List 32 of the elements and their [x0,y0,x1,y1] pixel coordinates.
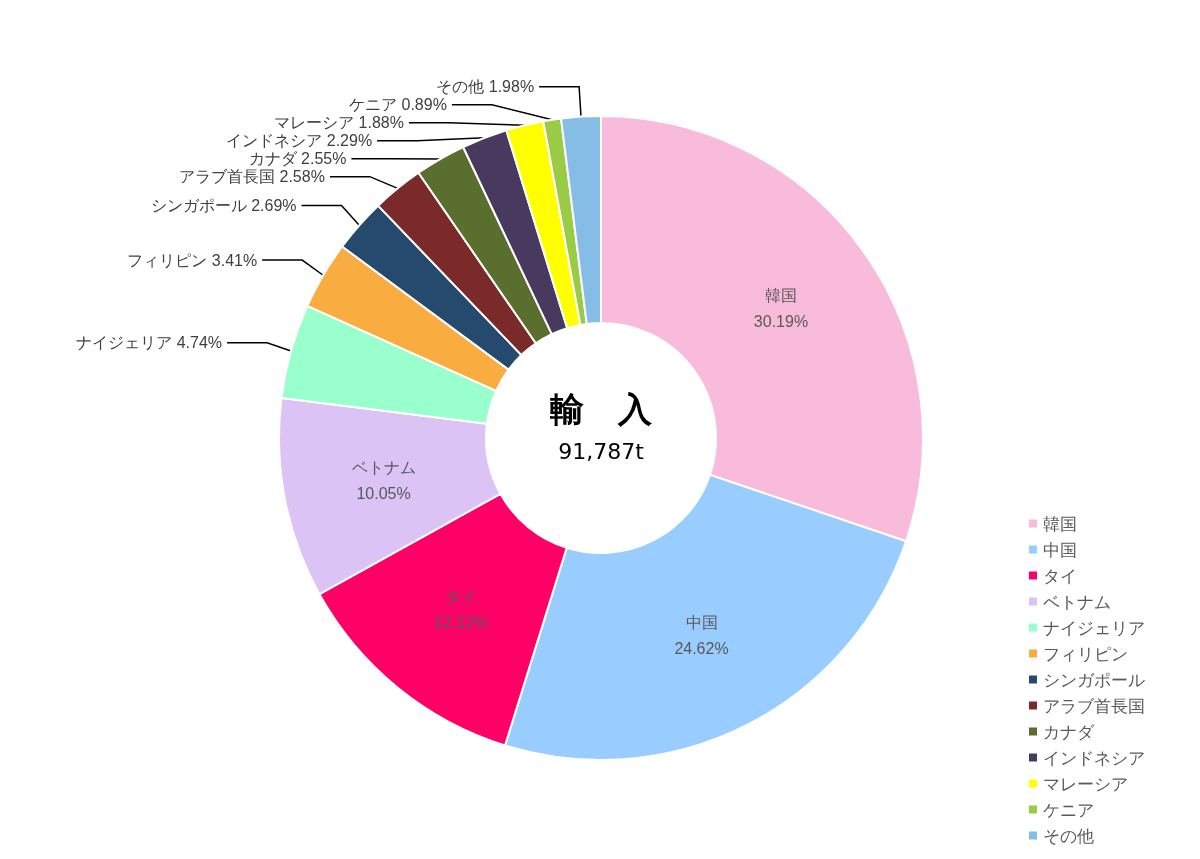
category-label: インドネシア 2.29% [226,132,373,150]
data-label: 24.62% [674,639,729,657]
category-label: フィリピン 3.41% [127,251,258,269]
legend-label: カナダ [1043,721,1095,742]
category-label: カナダ 2.55% [248,150,347,168]
category-label: ケニア 0.89% [349,96,447,114]
slice-label: ベトナム [351,458,416,476]
legend-label: マレーシア [1043,773,1128,794]
category-label: シンガポール 2.69% [150,196,297,214]
slice-label: タイ [445,588,478,606]
legend-label: ベトナム [1043,591,1111,612]
legend-label: インドネシア [1043,747,1145,768]
category-label: その他 1.98% [436,78,535,96]
data-label: 12.12% [434,614,489,632]
legend-label: シンガポール [1043,669,1145,690]
text: 輸 入 [549,389,653,429]
legend-label: その他 [1043,825,1094,846]
data-label: 10.05% [356,484,411,502]
category-label: ナイジェリア 4.74% [76,334,223,352]
legend-label: アラブ首長国 [1043,695,1145,716]
legend-label: タイ [1043,565,1077,586]
legend-label: フィリピン [1043,643,1128,664]
category-label: アラブ首長国 2.58% [179,168,325,186]
data-label: 30.19% [753,313,809,331]
text: 91,787t [558,438,645,464]
slice-label: 中国 [685,613,718,631]
legend-label: 中国 [1043,539,1077,560]
legend-label: 韓国 [1043,513,1077,534]
category-label: マレーシア 1.88% [274,114,404,132]
legend-label: ケニア [1043,799,1094,820]
legend-label: ナイジェリア [1043,617,1145,638]
slice-label: 韓国 [764,287,797,305]
